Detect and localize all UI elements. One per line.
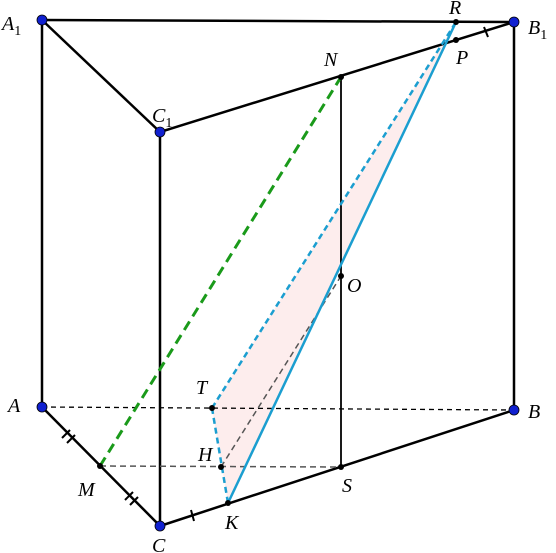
label-part: O: [347, 275, 361, 297]
point-label: M: [77, 479, 96, 501]
point-label: H: [197, 444, 214, 466]
label-part: M: [77, 479, 96, 501]
label-part: T: [196, 377, 209, 399]
point-label: B1: [528, 17, 547, 43]
point-label: A1: [0, 13, 21, 39]
point-label: R: [448, 0, 461, 19]
label-part: A: [0, 13, 15, 35]
label-part: 1: [165, 116, 172, 131]
point-label: B: [528, 401, 540, 423]
label-part: N: [323, 49, 339, 71]
label-part: B: [528, 401, 540, 423]
hidden-edges: [41, 406, 515, 411]
point-dots: [97, 19, 459, 506]
label-part: C: [152, 105, 166, 127]
label-part: S: [342, 475, 352, 497]
label-part: B: [528, 17, 540, 39]
label-part: P: [455, 47, 468, 69]
point-label: O: [347, 275, 361, 297]
label-part: R: [448, 0, 461, 19]
label-part: 1: [540, 28, 547, 43]
green-dashed-line: [98, 76, 343, 467]
point-label: P: [455, 47, 468, 69]
point-label: K: [224, 512, 240, 534]
label-part: 1: [14, 24, 21, 39]
point-label: T: [196, 377, 209, 399]
label-part: H: [197, 444, 214, 466]
label-part: A: [6, 395, 21, 417]
vertex-dots: [36, 14, 520, 532]
label-part: C: [152, 535, 166, 553]
label-part: K: [224, 512, 240, 534]
point-label: C: [152, 535, 166, 553]
solid-edges: [40, 18, 516, 528]
tick-marks: [61, 26, 489, 522]
section-fill: [212, 22, 456, 503]
section-edges: [210, 21, 458, 504]
point-label: N: [323, 49, 339, 71]
point-label: C1: [152, 105, 172, 131]
point-label: A: [6, 395, 21, 417]
point-label: S: [342, 475, 352, 497]
